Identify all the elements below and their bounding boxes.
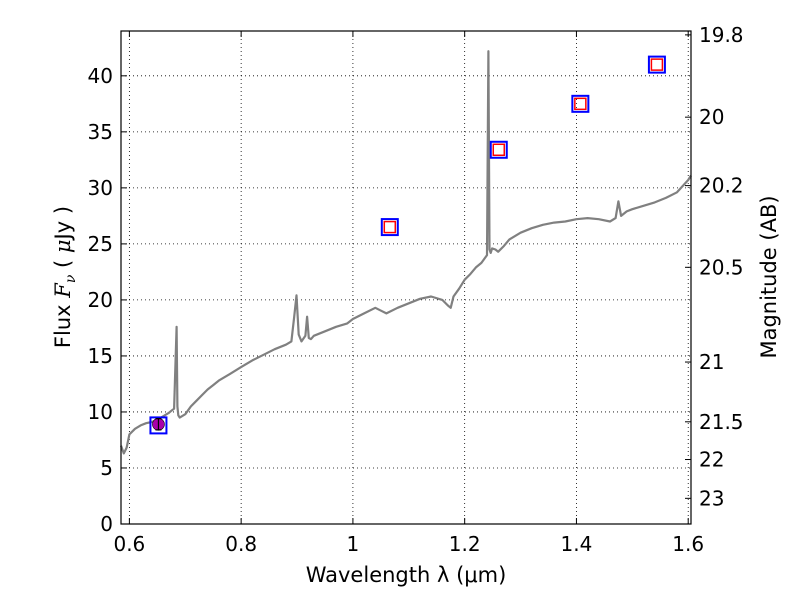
x-tick-label: 1: [347, 532, 360, 556]
y-axis-label-prefix: Flux: [51, 298, 75, 348]
x-axis-label: Wavelength λ (μm): [306, 563, 507, 587]
red-square-marker: [492, 143, 506, 157]
y2-tick-label: 22: [699, 448, 724, 472]
axes: 0.6 0.8 1 1.2 1.4 1.6 0 5 10 15 20 25 30 35 40 19.8 20 20…: [88, 23, 744, 556]
y2-tick-label: 23: [699, 486, 724, 510]
blue-square-marker: [571, 94, 590, 113]
red-square-marker: [650, 58, 664, 71]
plot-area: [119, 50, 692, 455]
y-axis-label-symbol: F: [51, 282, 75, 299]
y-tick-label: 15: [88, 344, 113, 368]
blue-square-marker: [647, 55, 666, 74]
blue-square-marker: [380, 218, 399, 237]
y-tick-label: 35: [88, 120, 113, 144]
y2-tick-label: 20.2: [699, 174, 744, 198]
plot-frame: [120, 30, 692, 525]
y-tick-label: 25: [88, 232, 113, 256]
x-tick-label: 1.6: [672, 532, 704, 556]
y2-tick-label: 21.5: [699, 410, 744, 434]
y-tick-label: 40: [88, 64, 113, 88]
y2-axis-label: Magnitude (AB): [757, 195, 781, 358]
x-tick-label: 0.6: [113, 532, 145, 556]
y-axis-label-subscript: ν: [63, 274, 79, 283]
y-tick-label: 10: [88, 400, 113, 424]
x-tick-label: 1.4: [561, 532, 593, 556]
y-tick-label: 5: [100, 456, 113, 480]
y-axis-label: Flux Fν ( μJy ): [51, 206, 79, 348]
y-tick-label: 0: [100, 512, 113, 536]
y-tick-label: 30: [88, 176, 113, 200]
svg-text:Flux Fν ( μJy ): Flux Fν ( μJy ): [51, 206, 79, 348]
blue-square-marker: [489, 140, 508, 159]
y-tick-label: 20: [88, 288, 113, 312]
x-tick-label: 1.2: [449, 532, 481, 556]
x-tick-label: 0.8: [225, 532, 257, 556]
y2-tick-label: 21: [699, 350, 724, 374]
y-axis-label-unit-mu: μ: [51, 239, 75, 253]
y2-tick-label: 20.5: [699, 255, 744, 279]
y-axis-label-unit-open: (: [51, 253, 75, 275]
red-square-marker: [574, 97, 587, 111]
red-square-marker: [383, 220, 397, 234]
y-axis-label-unit-rest: Jy ): [51, 206, 75, 242]
y2-tick-label: 19.8: [699, 23, 744, 47]
y2-tick-label: 20: [699, 105, 724, 129]
blue-square-marker: [149, 416, 168, 435]
spectrum-line: [119, 50, 692, 455]
